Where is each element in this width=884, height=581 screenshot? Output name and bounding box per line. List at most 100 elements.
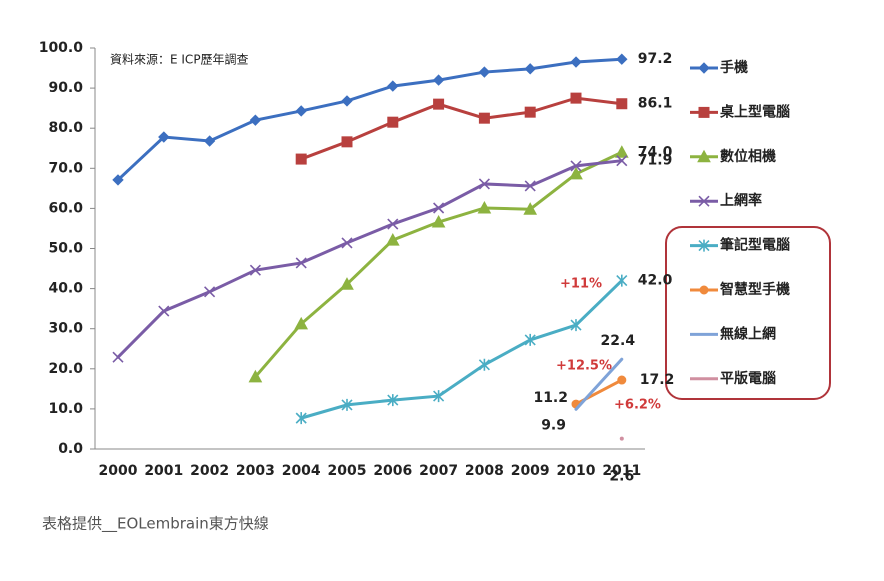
x-tick-label: 2004 [282, 463, 321, 479]
y-tick-label: 10.0 [48, 401, 83, 417]
value-label: 17.2 [640, 372, 675, 388]
marker [698, 106, 710, 118]
y-tick-label: 40.0 [48, 281, 83, 297]
marker [616, 53, 628, 65]
marker [697, 149, 711, 163]
marker [204, 286, 216, 298]
marker [617, 375, 627, 385]
legend-label: 上網率 [720, 192, 762, 209]
marker [432, 74, 445, 86]
series-line [299, 279, 624, 420]
marker [295, 153, 307, 165]
marker [112, 174, 124, 186]
value-label: 11.2 [533, 390, 568, 406]
marker [699, 285, 709, 295]
marker [158, 131, 170, 143]
legend-label: 桌上型電腦 [720, 103, 790, 120]
marker [248, 369, 263, 383]
marker [112, 351, 124, 363]
marker [478, 66, 491, 78]
x-tick-label: 2009 [511, 463, 550, 479]
marker [203, 135, 216, 147]
series-line [299, 96, 624, 161]
x-tick-label: 2010 [557, 463, 596, 479]
marker [524, 333, 536, 346]
marker [698, 62, 710, 74]
value-label: 2.6 [609, 469, 634, 485]
marker [523, 202, 538, 215]
marker [249, 264, 261, 276]
marker [524, 180, 536, 192]
y-tick-label: 70.0 [48, 160, 83, 176]
x-tick-label: 2003 [236, 463, 275, 479]
annotation: +6.2% [614, 398, 661, 413]
marker [340, 277, 354, 290]
legend-label: 手機 [720, 59, 748, 76]
marker [698, 239, 710, 252]
y-tick-label: 30.0 [48, 321, 83, 337]
value-label: 22.4 [601, 333, 636, 349]
marker [433, 202, 445, 214]
value-label: 9.9 [541, 417, 566, 433]
legend-label: 數位相機 [720, 148, 776, 165]
series-line [116, 57, 624, 182]
marker [569, 166, 583, 180]
marker [433, 98, 445, 110]
marker [570, 319, 582, 332]
x-tick-label: 2011 [602, 463, 641, 479]
annotation: +12.5% [556, 359, 612, 374]
y-tick-label: 50.0 [48, 241, 83, 257]
marker [698, 195, 710, 207]
x-tick-label: 2000 [99, 463, 138, 479]
value-label: 71.9 [638, 153, 673, 169]
marker [295, 412, 307, 425]
marker [295, 105, 307, 117]
marker [614, 145, 629, 158]
y-tick-label: 80.0 [48, 120, 83, 136]
x-tick-label: 2005 [328, 463, 367, 479]
y-tick-label: 20.0 [48, 361, 83, 377]
source-note: 資料來源：E ICP歷年調查 [110, 53, 249, 67]
marker [524, 63, 536, 75]
marker [570, 92, 582, 104]
value-label: 97.2 [638, 51, 673, 67]
marker [341, 136, 353, 148]
marker [431, 214, 446, 228]
marker [616, 155, 628, 167]
marker [524, 106, 536, 118]
legend-label: 平版電腦 [720, 370, 776, 387]
x-tick-label: 2007 [419, 463, 458, 479]
marker [478, 112, 490, 124]
marker [294, 316, 309, 330]
x-tick-label: 2008 [465, 463, 504, 479]
value-label: 86.1 [638, 96, 673, 112]
marker [433, 390, 445, 403]
x-tick-label: 2002 [190, 463, 229, 479]
marker [341, 95, 353, 107]
marker [387, 80, 399, 92]
legend-label: 無線上網 [720, 325, 776, 342]
marker [385, 233, 400, 246]
series-line [253, 150, 624, 379]
marker [387, 116, 399, 128]
y-tick-label: 0.0 [58, 441, 83, 457]
x-tick-label: 2001 [144, 463, 183, 479]
value-label: 74.0 [638, 144, 673, 160]
caption: 表格提供__EOLembrain東方快線 [42, 515, 269, 534]
x-tick-label: 2006 [373, 463, 412, 479]
y-tick-label: 90.0 [48, 80, 83, 96]
marker [570, 56, 582, 68]
marker [249, 114, 262, 126]
marker [616, 274, 628, 287]
annotation: +11% [560, 277, 602, 292]
marker [478, 178, 490, 190]
marker [295, 257, 307, 269]
legend-highlight [665, 226, 831, 400]
legend-label: 筆記型電腦 [720, 237, 790, 254]
marker [616, 98, 628, 110]
marker [478, 358, 490, 371]
marker [570, 160, 582, 172]
marker [387, 218, 399, 230]
marker [387, 394, 399, 407]
